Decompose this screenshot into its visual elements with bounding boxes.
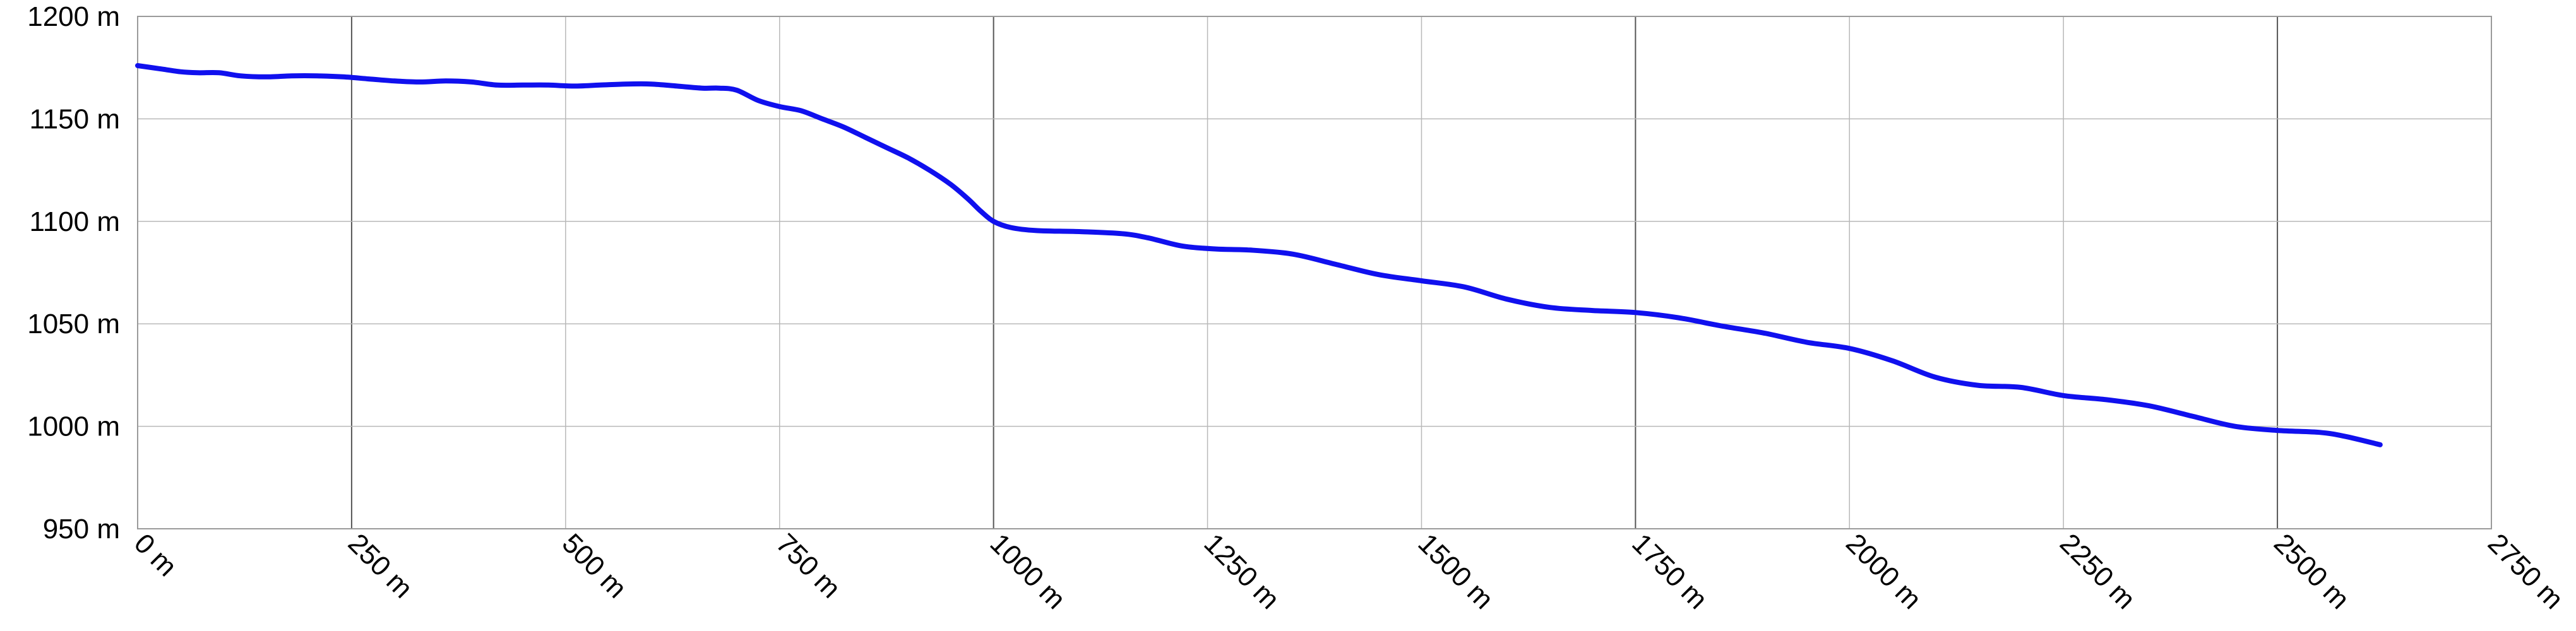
- y-tick-label: 1050 m: [27, 309, 120, 339]
- x-tick-label: 1500 m: [1412, 528, 1499, 615]
- y-tick-label: 1000 m: [27, 411, 120, 442]
- y-tick-label: 1150 m: [30, 103, 121, 134]
- x-tick-label: 2500 m: [2268, 528, 2355, 615]
- y-tick-label: 950 m: [43, 514, 120, 545]
- x-tick-label: 1250 m: [1198, 528, 1285, 615]
- y-tick-label: 1200 m: [27, 1, 120, 32]
- x-tick-label: 250 m: [342, 528, 419, 604]
- x-tick-label: 1750 m: [1626, 528, 1713, 615]
- elevation-line: [135, 63, 2383, 447]
- x-tick-label: 500 m: [556, 528, 633, 604]
- x-tick-label: 2000 m: [1840, 528, 1927, 615]
- y-tick-label: 1100 m: [30, 206, 121, 237]
- x-tick-label: 1000 m: [984, 528, 1071, 615]
- x-tick-label: 2250 m: [2054, 528, 2141, 615]
- grid: [137, 16, 2492, 529]
- x-tick-label: 750 m: [770, 528, 847, 604]
- plot-frame: [137, 16, 2492, 529]
- x-tick-label: 0 m: [128, 528, 183, 582]
- y-axis-tick-labels: 950 m 1000 m 1050 m 1100 m 1150 m 1200 m: [27, 1, 120, 545]
- x-axis-tick-labels: 0 m 250 m 500 m 750 m 1000 m 1250 m 1500 m 1750…: [128, 528, 2569, 615]
- x-tick-label: 2750 m: [2482, 528, 2569, 615]
